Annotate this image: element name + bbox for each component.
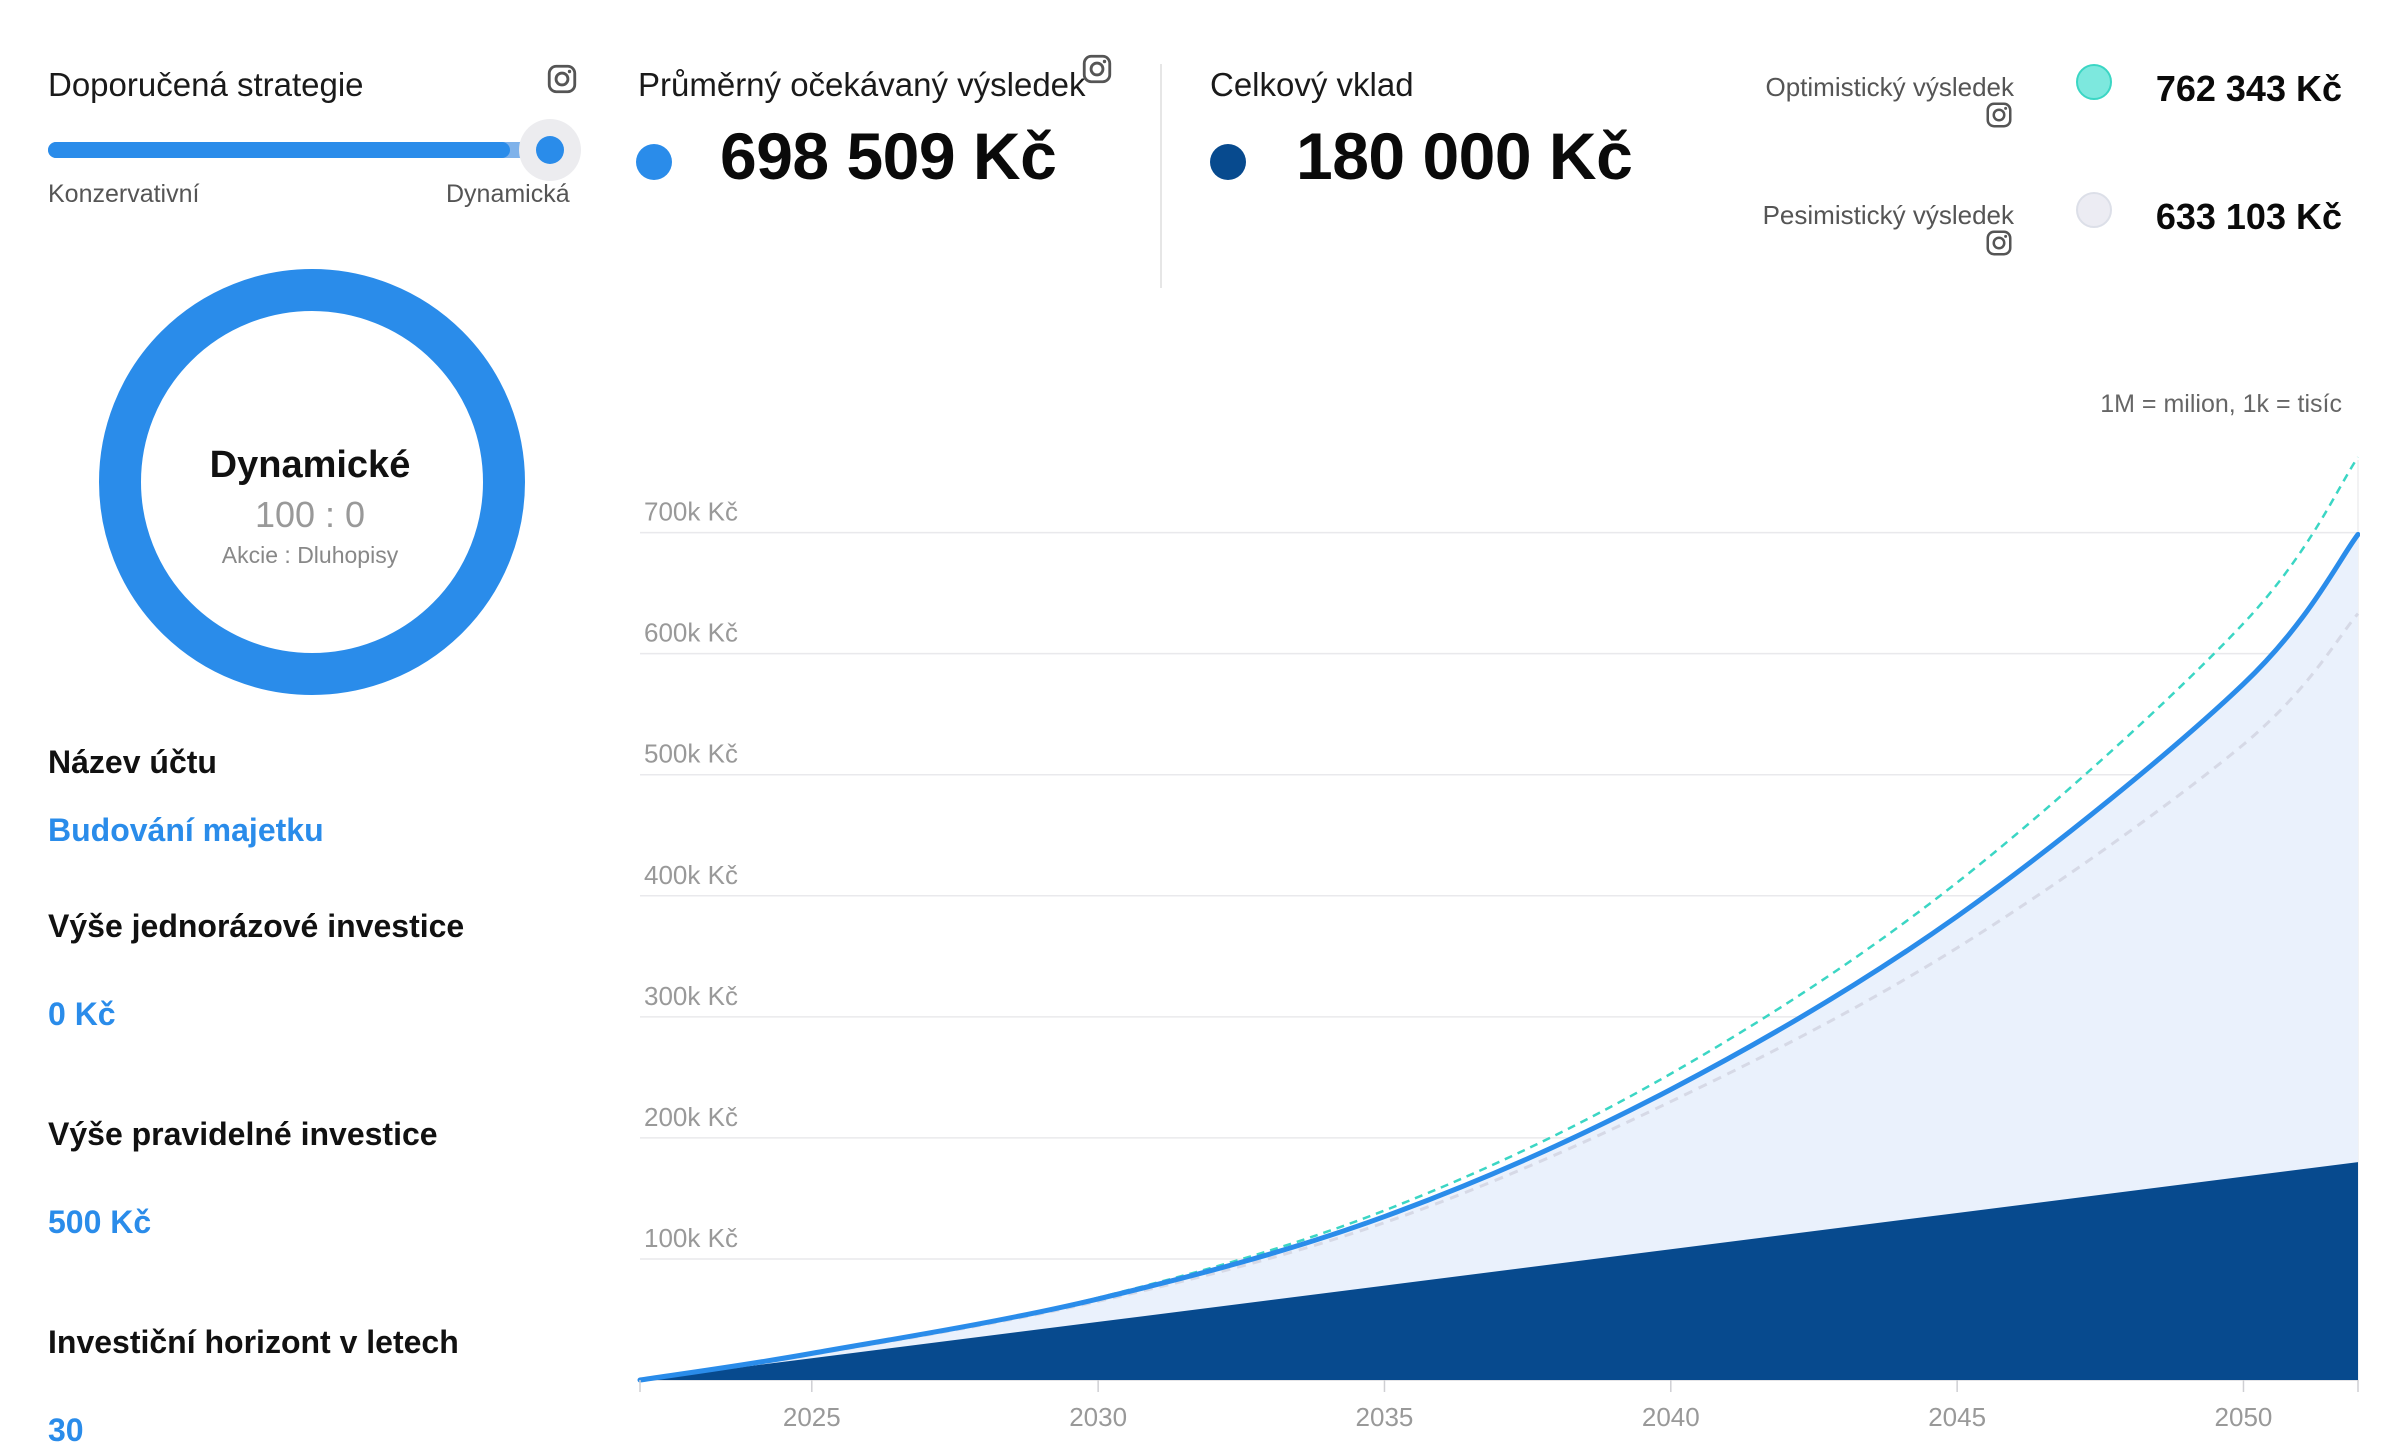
- optimistic-result-dot: [2076, 64, 2112, 100]
- y-tick-label: 500k Kč: [644, 739, 738, 769]
- x-tick-label: 2040: [1642, 1402, 1700, 1432]
- slider-thumb[interactable]: [536, 136, 564, 164]
- projection-chart: 100k Kč 200k Kč 300k Kč 400k Kč 500k Kč 600k …: [637, 456, 2360, 1432]
- expected-result-value: 698 509 Kč: [720, 119, 1057, 193]
- account-name-label: Název účtu: [48, 744, 217, 780]
- y-tick-label: 200k Kč: [644, 1102, 738, 1132]
- x-tick-label: 2035: [1356, 1402, 1414, 1432]
- x-tick-label: 2030: [1069, 1402, 1127, 1432]
- donut-ratio: 100 : 0: [254, 494, 366, 535]
- account-name-value[interactable]: Budování majetku: [48, 812, 324, 848]
- slider-fill: [48, 142, 510, 158]
- slider-label-dynamic: Dynamická: [446, 180, 570, 208]
- chart-units-note: 1M = milion, 1k = tisíc: [2100, 390, 2342, 418]
- y-tick-label: 400k Kč: [644, 860, 738, 890]
- deposit-area: [640, 1162, 2358, 1380]
- donut-ring: [99, 269, 525, 695]
- expected-area: [640, 534, 2358, 1380]
- x-tick-label: 2050: [2215, 1402, 2273, 1432]
- instagram-icon[interactable]: [1984, 228, 2014, 258]
- instagram-icon[interactable]: [545, 62, 579, 96]
- pessimistic-result-label: Pesimistický výsledek: [1762, 200, 2014, 230]
- regular-investment-value[interactable]: 500 Kč: [48, 1204, 152, 1240]
- expected-result-label: Průměrný očekávaný výsledek: [638, 66, 1086, 103]
- allocation-donut: [99, 269, 525, 695]
- y-tick-label: 100k Kč: [644, 1223, 738, 1253]
- y-tick-label: 700k Kč: [644, 497, 738, 527]
- one-time-investment-label: Výše jednorázové investice: [48, 908, 465, 944]
- y-tick-label: 600k Kč: [644, 618, 738, 648]
- pessimistic-line: [639, 612, 2360, 1382]
- total-deposit-dot: [1210, 144, 1246, 180]
- expected-line: [637, 531, 2360, 1383]
- slider-label-conservative: Konzervativní: [48, 180, 200, 208]
- total-deposit-label: Celkový vklad: [1210, 66, 1414, 103]
- investment-horizon-label: Investiční horizont v letech: [48, 1324, 459, 1360]
- one-time-investment-value[interactable]: 0 Kč: [48, 996, 116, 1032]
- optimistic-result-label: Optimistický výsledek: [1765, 72, 2015, 102]
- optimistic-result-value: 762 343 Kč: [2155, 68, 2342, 109]
- x-tick-label: 2045: [1928, 1402, 1986, 1432]
- regular-investment-label: Výše pravidelné investice: [48, 1116, 438, 1152]
- total-deposit-value: 180 000 Kč: [1296, 119, 1633, 193]
- y-tick-label: 300k Kč: [644, 981, 738, 1011]
- investment-horizon-value[interactable]: 30: [48, 1412, 84, 1446]
- donut-legend: Akcie : Dluhopisy: [221, 542, 399, 568]
- instagram-icon[interactable]: [1984, 100, 2014, 130]
- instagram-icon[interactable]: [1080, 52, 1114, 86]
- expected-result-dot: [636, 144, 672, 180]
- strategy-title: Doporučená strategie: [48, 66, 364, 103]
- pessimistic-result-value: 633 103 Kč: [2155, 196, 2342, 237]
- x-tick-label: 2025: [783, 1402, 841, 1432]
- strategy-slider[interactable]: [48, 119, 581, 181]
- pessimistic-result-dot: [2076, 192, 2112, 228]
- donut-title: Dynamické: [209, 444, 411, 486]
- metrics-divider: [1160, 64, 1162, 288]
